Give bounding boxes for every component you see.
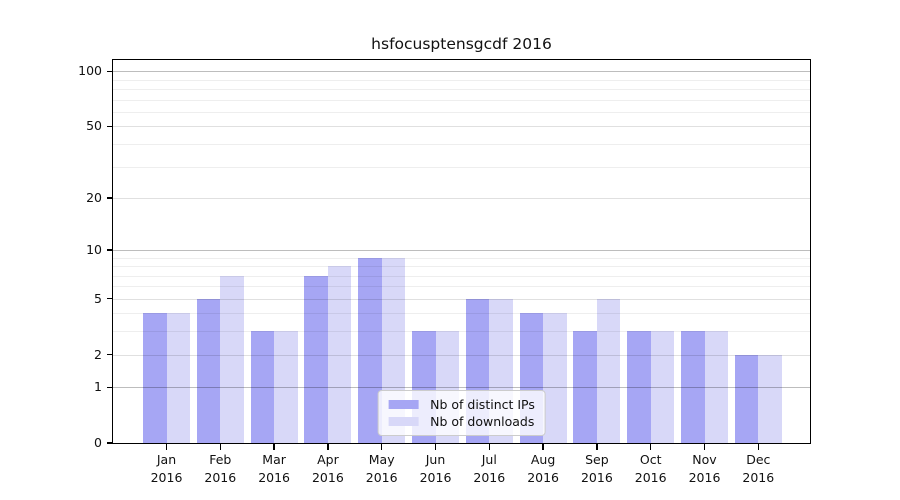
bar-nb-of-downloads-aug <box>543 313 567 443</box>
x-tick-label-jul: Jul 2016 <box>473 452 506 485</box>
y-axis-tick-5 <box>107 298 113 300</box>
bar-nb-of-downloads-oct <box>650 331 675 443</box>
bar-nb-of-downloads-jan <box>166 313 190 443</box>
x-axis-tick-may <box>381 444 383 450</box>
y-axis-tick-50 <box>107 125 113 128</box>
bar-nb-of-downloads-sep <box>596 298 621 443</box>
y-axis-tick-2 <box>107 353 113 356</box>
y-tick-label-100: 100 <box>78 63 102 79</box>
y-axis-tick-10 <box>107 249 113 251</box>
x-tick-label-dec: Dec 2016 <box>742 452 775 485</box>
gridline-y-3 <box>113 331 810 333</box>
x-tick-label-mar: Mar 2016 <box>258 452 290 485</box>
x-tick-label-aug: Aug 2016 <box>527 452 559 485</box>
legend: Nb of distinct IPs Nb of downloads <box>377 390 546 436</box>
y-axis-tick-1 <box>107 386 113 388</box>
bar-nb-of-downloads-feb <box>220 275 244 443</box>
gridline-y-60 <box>113 112 810 114</box>
gridline-y-1 <box>113 387 810 389</box>
x-tick-label-jun: Jun 2016 <box>419 452 452 485</box>
bar-nb-of-distinct-ips-feb <box>196 298 221 443</box>
y-axis-tick-0 <box>107 442 113 444</box>
gridline-y-8 <box>113 266 810 268</box>
grid-layer <box>113 60 810 443</box>
x-axis-tick-jul <box>488 444 490 450</box>
x-tick-label-sep: Sep 2016 <box>580 452 613 485</box>
gridline-y-20 <box>113 197 810 199</box>
bar-nb-of-distinct-ips-jan <box>143 313 167 443</box>
x-axis-tick-jan <box>165 444 168 450</box>
bar-nb-of-distinct-ips-nov <box>681 331 705 443</box>
legend-entry-downloads: Nb of downloads <box>386 413 535 430</box>
x-tick-label-nov: Nov 2016 <box>688 452 721 485</box>
x-axis-tick-jun <box>434 444 437 450</box>
y-tick-label-0: 0 <box>94 435 102 450</box>
gridline-y-70 <box>113 99 810 101</box>
gridline-y-100 <box>113 71 810 73</box>
gridline-y-80 <box>113 89 810 91</box>
x-axis-tick-apr <box>327 444 329 450</box>
bar-nb-of-distinct-ips-oct <box>627 331 651 443</box>
x-tick-label-may: May 2016 <box>365 452 398 485</box>
gridline-y-2 <box>113 354 810 356</box>
y-axis-tick-20 <box>107 197 113 199</box>
x-tick-label-apr: Apr 2016 <box>311 452 344 485</box>
x-axis-tick-oct <box>650 444 652 450</box>
y-tick-label-10: 10 <box>86 241 102 257</box>
legend-swatch-distinct-ips <box>388 400 419 409</box>
y-tick-label-2: 2 <box>94 346 102 362</box>
y-tick-label-50: 50 <box>86 118 102 134</box>
y-tick-label-20: 20 <box>86 189 102 205</box>
bar-nb-of-distinct-ips-sep <box>573 331 597 443</box>
x-axis-tick-nov <box>703 444 706 450</box>
gridline-y-7 <box>113 275 810 277</box>
y-axis-tick-100 <box>107 70 113 73</box>
gridline-y-30 <box>113 166 810 168</box>
bar-nb-of-distinct-ips-may <box>358 257 382 443</box>
gridline-y-6 <box>113 286 810 288</box>
legend-swatch-downloads <box>388 417 419 426</box>
x-axis-tick-aug <box>542 444 544 450</box>
x-tick-label-jan: Jan 2016 <box>150 452 183 485</box>
legend-label-distinct-ips: Nb of distinct IPs <box>430 397 535 412</box>
x-axis-tick-dec <box>757 444 759 450</box>
gridline-y-40 <box>113 144 810 146</box>
bar-nb-of-downloads-dec <box>758 354 782 443</box>
y-tick-label-5: 5 <box>94 290 102 306</box>
chart-title: hsfocusptensgcdf 2016 <box>371 35 552 53</box>
bar-nb-of-downloads-nov <box>704 331 728 443</box>
x-axis-tick-sep <box>596 444 598 450</box>
gridline-y-90 <box>113 79 810 81</box>
x-axis-tick-mar <box>273 444 275 450</box>
bar-nb-of-downloads-apr <box>327 266 352 443</box>
gridline-y-10 <box>113 249 810 251</box>
gridline-y-9 <box>113 257 810 259</box>
gridline-y-4 <box>113 313 810 315</box>
x-tick-label-feb: Feb 2016 <box>204 452 237 485</box>
legend-label-downloads: Nb of downloads <box>430 414 535 429</box>
plot-area: Nb of distinct IPs Nb of downloads <box>112 59 811 444</box>
bar-nb-of-distinct-ips-mar <box>250 331 275 443</box>
legend-entry-distinct-ips: Nb of distinct IPs <box>386 396 535 413</box>
gridline-y-50 <box>113 126 810 128</box>
bar-nb-of-downloads-mar <box>274 331 298 443</box>
gridline-y-5 <box>113 298 810 300</box>
x-tick-label-oct: Oct 2016 <box>634 452 667 485</box>
x-axis-tick-feb <box>219 444 221 450</box>
y-tick-label-1: 1 <box>94 379 102 395</box>
bar-nb-of-distinct-ips-dec <box>734 354 759 443</box>
bar-nb-of-distinct-ips-apr <box>304 275 328 443</box>
